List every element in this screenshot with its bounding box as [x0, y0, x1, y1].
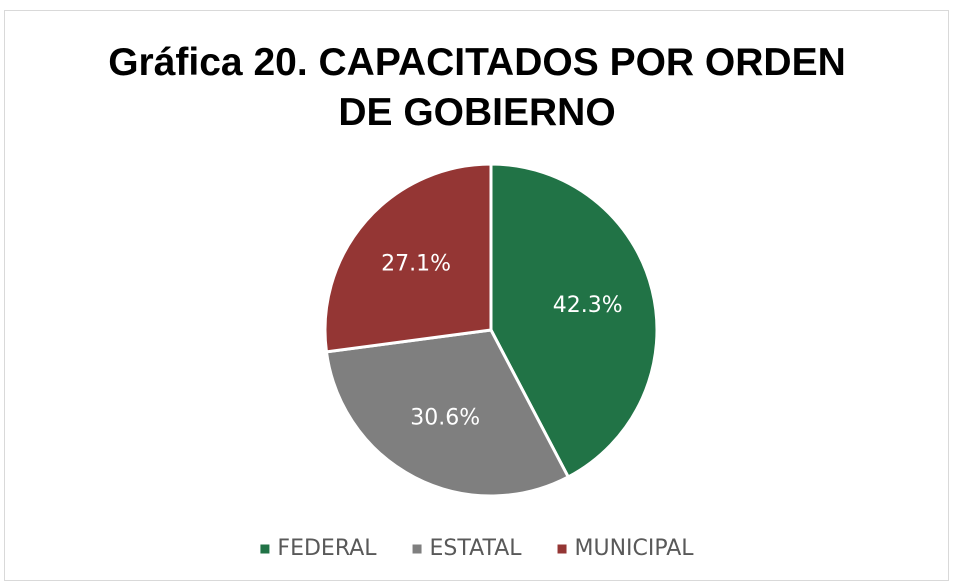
legend-label: MUNICIPAL	[575, 536, 695, 561]
chart-title: Gráfica 20. CAPACITADOS POR ORDEN DE GOB…	[108, 41, 846, 134]
legend-swatch	[260, 544, 270, 554]
legend-swatch	[412, 544, 422, 554]
pie-slice	[324, 328, 571, 498]
data-label: 30.6%	[410, 405, 480, 430]
data-label: 27.1%	[381, 251, 451, 276]
pie-slice	[323, 162, 493, 354]
data-label: 42.3%	[553, 293, 623, 318]
legend-label: ESTATAL	[430, 536, 523, 561]
pie-slice	[489, 162, 659, 479]
chart-border	[4, 10, 949, 581]
legend-label: FEDERAL	[277, 536, 377, 561]
legend-swatch	[557, 544, 567, 554]
